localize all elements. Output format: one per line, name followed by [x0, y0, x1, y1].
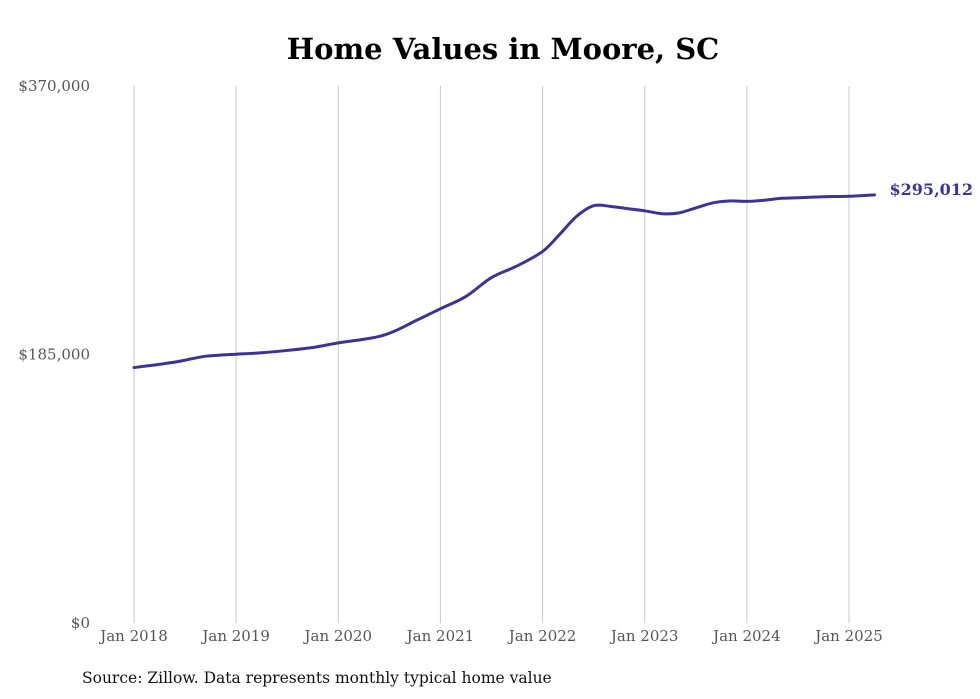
y-axis-ticks: $0 $185,000 $370,000: [18, 77, 90, 632]
end-value-label: $295,012: [890, 180, 974, 199]
y-tick-label: $0: [71, 614, 90, 632]
series-line: [132, 193, 877, 370]
x-tick-label: Jan 2021: [405, 627, 475, 645]
chart-title: Home Values in Moore, SC: [287, 32, 720, 66]
x-tick-label: Jan 2022: [507, 627, 577, 645]
x-axis-ticks: Jan 2018 Jan 2019 Jan 2020 Jan 2021 Jan 2022…: [98, 627, 883, 645]
x-tick-label: Jan 2019: [200, 627, 270, 645]
x-tick-label: Jan 2018: [98, 627, 168, 645]
source-note: Source: Zillow. Data represents monthly …: [82, 669, 552, 687]
series-layer: $295,012: [132, 180, 974, 370]
y-tick-label: $185,000: [18, 346, 90, 364]
x-tick-label: Jan 2025: [813, 627, 883, 645]
y-tick-label: $370,000: [18, 77, 90, 95]
x-tick-label: Jan 2024: [711, 627, 781, 645]
gridlines: [133, 86, 850, 623]
x-tick-label: Jan 2023: [609, 627, 679, 645]
x-tick-label: Jan 2020: [303, 627, 373, 645]
